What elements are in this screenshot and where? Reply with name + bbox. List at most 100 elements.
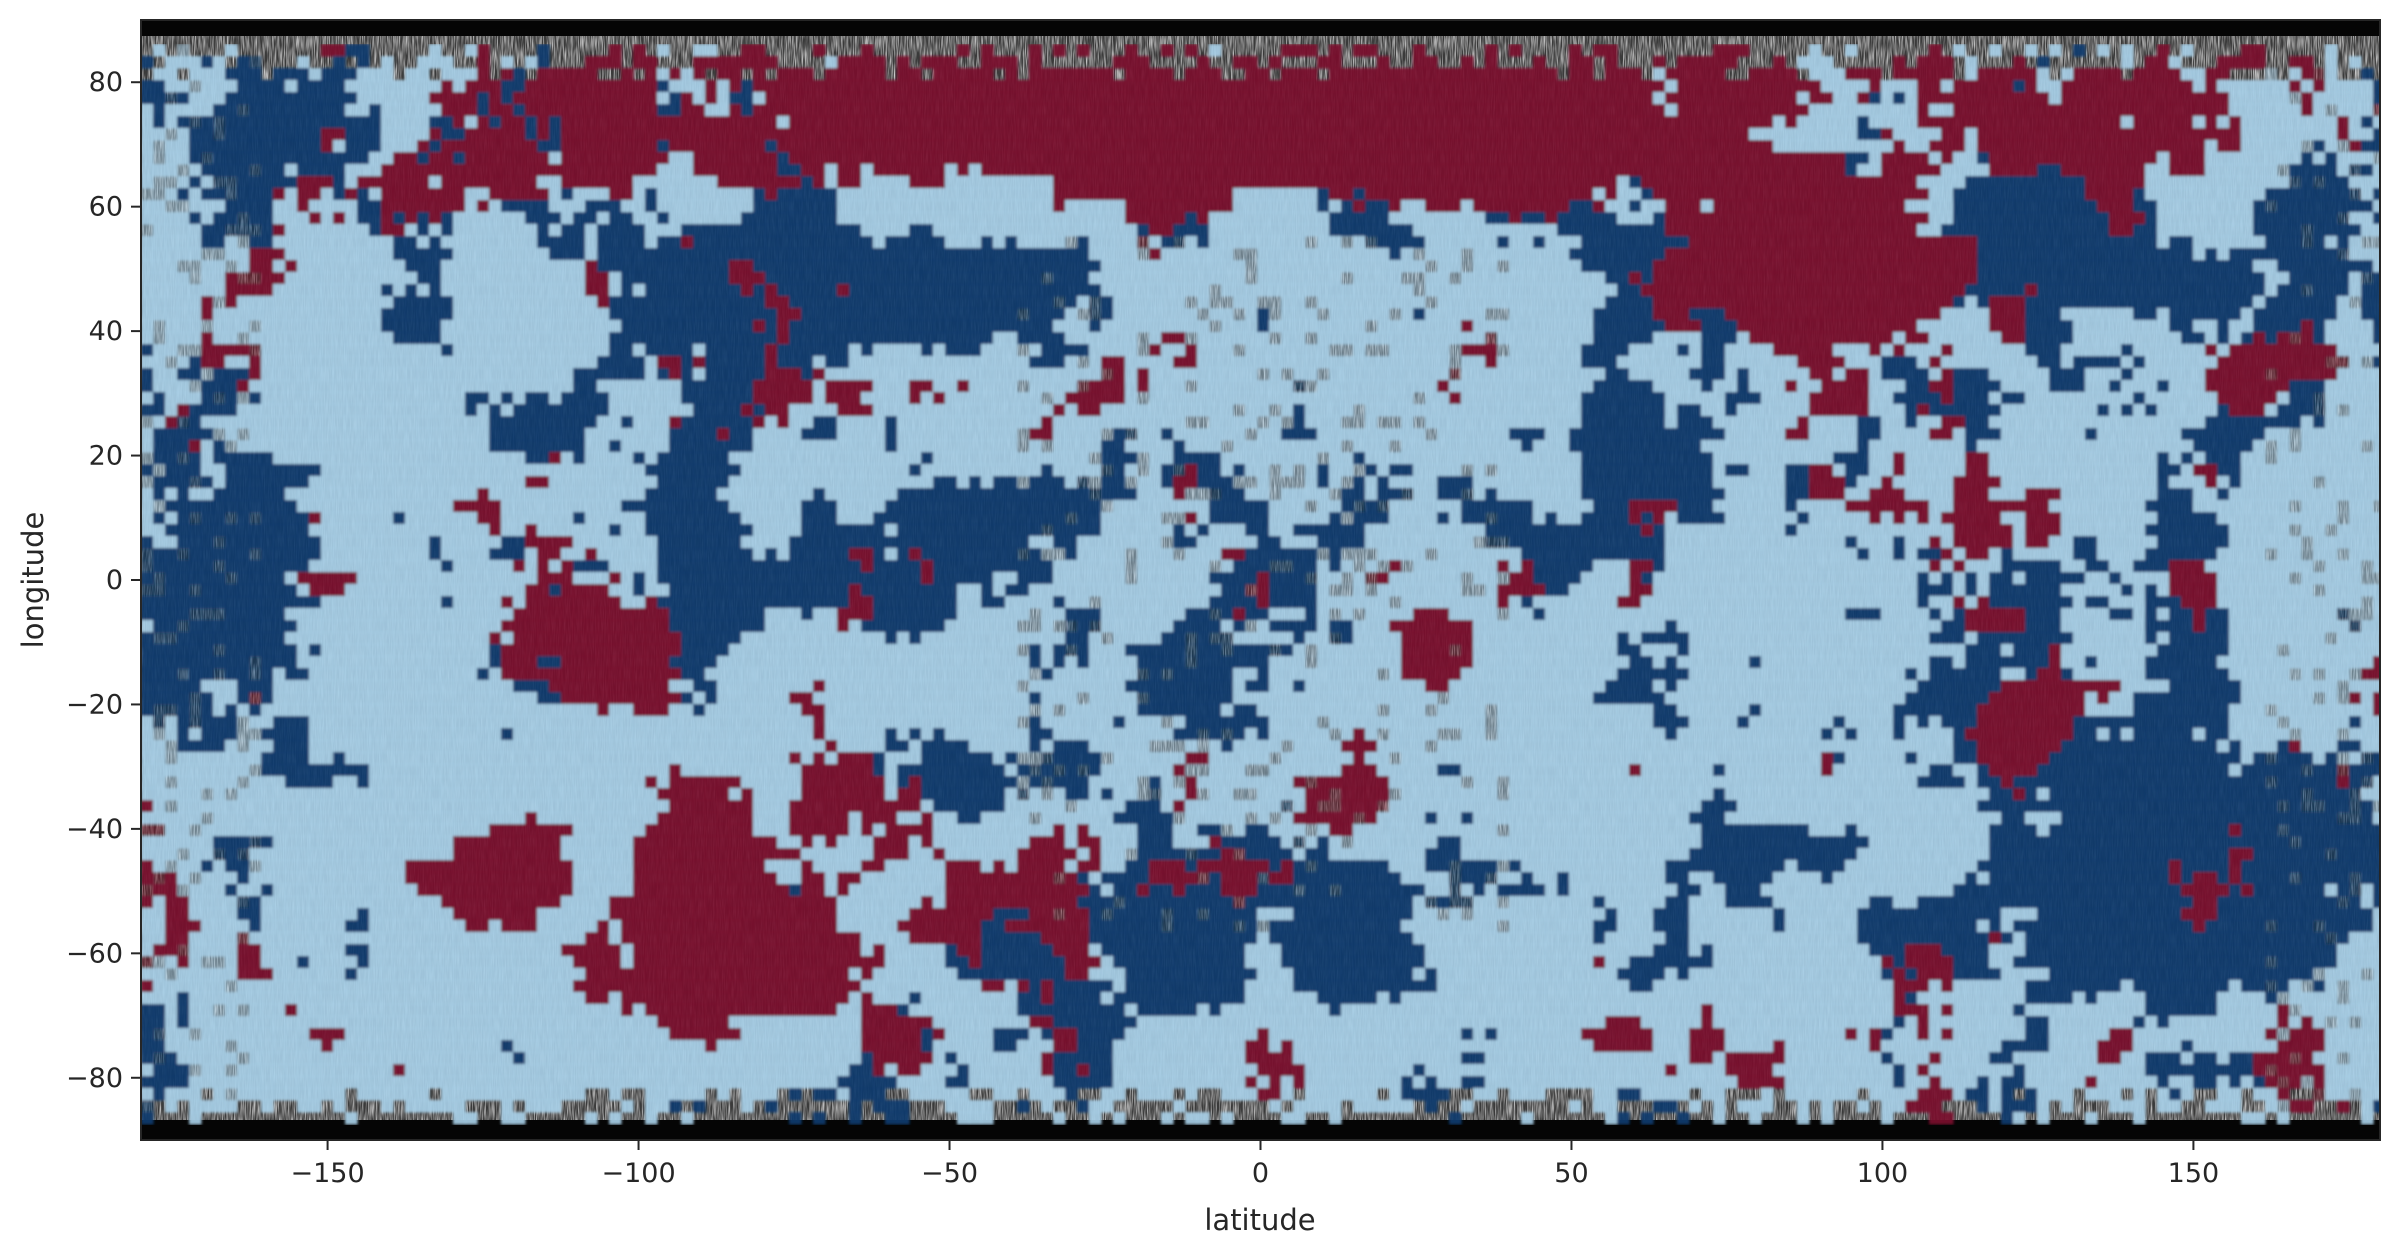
map-cell	[669, 116, 682, 129]
map-cell	[1197, 368, 1210, 381]
map-cell	[1989, 80, 2002, 93]
map-cell	[1389, 236, 1402, 249]
map-cell	[861, 248, 874, 261]
map-cell	[873, 332, 886, 345]
map-cell	[645, 56, 658, 69]
map-cell	[2325, 188, 2338, 201]
map-cell	[1545, 296, 1558, 309]
map-cell	[237, 164, 250, 177]
map-cell	[1725, 176, 1738, 189]
map-cell	[2193, 200, 2206, 213]
map-cell	[561, 356, 574, 369]
map-cell	[2289, 56, 2302, 69]
map-cell	[1917, 80, 1930, 93]
map-cell	[1821, 176, 1834, 189]
map-cell	[1101, 344, 1114, 357]
map-cell	[1545, 284, 1558, 297]
map-cell	[1845, 104, 1858, 117]
map-cell	[777, 236, 790, 249]
map-cell	[285, 344, 298, 357]
map-cell	[1989, 224, 2002, 237]
map-cell	[153, 164, 166, 177]
map-cell	[2313, 344, 2326, 357]
map-cell	[2253, 260, 2266, 273]
map-cell	[921, 104, 934, 117]
map-cell	[1605, 152, 1618, 165]
map-cell	[1317, 200, 1330, 213]
map-cell	[2361, 236, 2374, 249]
map-cell	[789, 344, 802, 357]
map-cell	[2085, 356, 2098, 369]
map-cell	[789, 332, 802, 345]
map-cell	[2289, 200, 2302, 213]
map-cell	[441, 332, 454, 345]
map-cell	[1437, 128, 1450, 141]
map-cell	[969, 152, 982, 165]
map-cell	[1425, 116, 1438, 129]
map-cell	[585, 128, 598, 141]
map-cell	[1665, 332, 1678, 345]
map-cell	[1857, 236, 1870, 249]
map-cell	[513, 80, 526, 93]
map-cell	[1293, 308, 1306, 321]
map-cell	[693, 44, 706, 57]
map-cell	[2325, 332, 2338, 345]
map-cell	[1929, 260, 1942, 273]
map-cell	[945, 80, 958, 93]
map-cell	[1401, 368, 1414, 381]
map-cell	[1761, 80, 1774, 93]
map-cell	[1845, 80, 1858, 93]
map-cell	[1953, 140, 1966, 153]
map-cell	[825, 224, 838, 237]
map-cell	[1665, 284, 1678, 297]
map-cell	[1929, 236, 1942, 249]
map-cell	[2229, 236, 2242, 249]
map-cell	[1941, 308, 1954, 321]
map-cell	[525, 104, 538, 117]
map-cell	[1833, 332, 1846, 345]
map-cell	[393, 104, 406, 117]
map-cell	[2133, 128, 2146, 141]
map-cell	[2289, 344, 2302, 357]
map-cell	[2109, 188, 2122, 201]
map-cell	[1173, 164, 1186, 177]
map-cell	[417, 212, 430, 225]
map-cell	[417, 200, 430, 213]
map-cell	[249, 188, 262, 201]
map-cell	[993, 308, 1006, 321]
map-cell	[1521, 128, 1534, 141]
map-cell	[1485, 236, 1498, 249]
map-cell	[2121, 236, 2134, 249]
map-cell	[957, 272, 970, 285]
map-cell	[1989, 248, 2002, 261]
map-cell	[1617, 80, 1630, 93]
map-cell	[2301, 56, 2314, 69]
classification-layer	[141, 44, 2386, 1125]
map-cell	[177, 248, 190, 261]
map-cell	[1161, 284, 1174, 297]
map-cell	[1161, 344, 1174, 357]
map-cell	[789, 284, 802, 297]
map-cell	[333, 248, 346, 261]
map-cell	[1809, 152, 1822, 165]
map-cell	[1821, 356, 1834, 369]
map-cell	[1377, 152, 1390, 165]
map-cell	[669, 248, 682, 261]
map-cell	[1221, 152, 1234, 165]
map-cell	[861, 284, 874, 297]
map-cell	[1173, 236, 1186, 249]
map-cell	[1509, 44, 1522, 57]
map-cell	[681, 332, 694, 345]
map-cell	[549, 68, 562, 81]
map-cell	[1125, 116, 1138, 129]
map-cell	[1941, 164, 1954, 177]
map-cell	[309, 308, 322, 321]
map-cell	[1605, 296, 1618, 309]
map-cell	[1617, 320, 1630, 333]
map-cell	[273, 152, 286, 165]
map-cell	[861, 164, 874, 177]
map-cell	[1653, 272, 1666, 285]
map-cell	[2229, 56, 2242, 69]
map-cell	[237, 344, 250, 357]
map-cell	[1677, 152, 1690, 165]
